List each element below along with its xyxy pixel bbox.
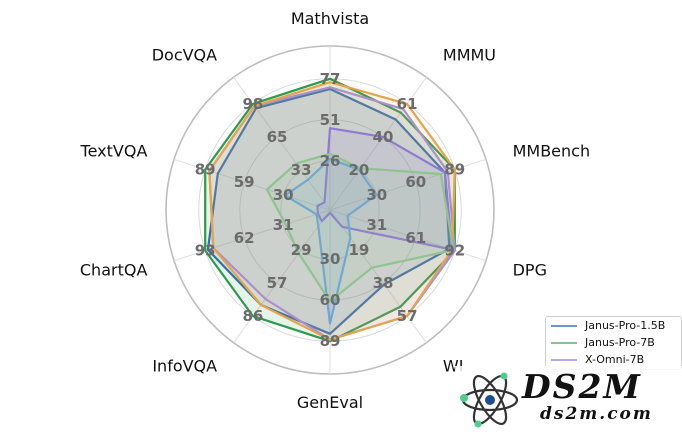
- tick-label: 89: [320, 332, 341, 350]
- tick-label: 20: [348, 161, 369, 179]
- radar-tick-labels: 2651772040613060893161921938573060892957…: [195, 70, 465, 350]
- watermark-url: ds2m.com: [540, 404, 653, 424]
- series-unlabeled: [265, 152, 455, 303]
- tick-label: 92: [444, 242, 465, 260]
- series-unlabeled: [284, 157, 378, 325]
- tick-label: 19: [348, 241, 369, 259]
- tick-label: 77: [320, 70, 341, 88]
- tick-label: 62: [234, 229, 255, 247]
- axis-label: DPG: [513, 260, 547, 279]
- legend-label: Janus-Pro-1.5B: [585, 319, 666, 332]
- tick-label: 30: [273, 186, 294, 204]
- tick-label: 98: [242, 95, 263, 113]
- series-unlabeled: [316, 127, 454, 251]
- grid-spoke: [233, 77, 331, 211]
- tick-label: 89: [195, 161, 216, 179]
- axis-label: TextVQA: [80, 142, 148, 161]
- tick-label: 61: [405, 229, 426, 247]
- grid-spoke: [173, 209, 331, 262]
- tick-label: 40: [373, 128, 394, 146]
- legend-label: X-Omni-7B: [585, 353, 645, 366]
- tick-label: 93: [195, 242, 216, 260]
- grid-spoke: [173, 158, 331, 211]
- tick-label: 59: [234, 173, 255, 191]
- tick-label: 30: [320, 250, 341, 268]
- legend-swatch-janus-pro-1-5b: [551, 324, 577, 327]
- grid-spoke: [233, 209, 331, 343]
- legend-item: X-Omni-7B: [546, 351, 681, 368]
- axis-label: Mathvista: [291, 9, 369, 28]
- watermark-title: DS2M: [522, 367, 642, 406]
- axis-label: InfoVQA: [152, 356, 217, 375]
- tick-label: 57: [267, 274, 288, 292]
- legend-swatch-janus-pro-7b: [551, 341, 577, 344]
- axis-label: DocVQA: [152, 46, 217, 65]
- tick-label: 60: [405, 173, 426, 191]
- series-janus-pro-7b: [204, 77, 456, 343]
- series-janus-pro-1-5b: [206, 87, 451, 335]
- tick-label: 60: [320, 291, 341, 309]
- tick-label: 26: [320, 152, 341, 170]
- axis-label: MMMU: [443, 46, 496, 65]
- tick-label: 29: [291, 241, 312, 259]
- tick-label: 65: [267, 128, 288, 146]
- axis-label: GenEval: [297, 393, 363, 412]
- series-unlabeled: [208, 81, 456, 341]
- legend-item: Janus-Pro-1.5B: [546, 317, 681, 334]
- axis-label: ChartQA: [80, 260, 148, 279]
- legend-item: Janus-Pro-7B: [546, 334, 681, 351]
- tick-label: 89: [444, 161, 465, 179]
- tick-label: 86: [242, 307, 263, 325]
- atom-logo-icon: [460, 372, 519, 428]
- radar-axis-labels: MathvistaMMMUMMBenchDPGWIGenEvalInfoVQAC…: [80, 9, 591, 412]
- grid-spoke: [329, 209, 427, 343]
- tick-label: 31: [366, 216, 387, 234]
- grid-spoke: [329, 158, 487, 211]
- chart-legend: Janus-Pro-1.5B Janus-Pro-7B X-Omni-7B: [545, 316, 682, 370]
- tick-label: 31: [273, 216, 294, 234]
- grid-spoke: [329, 209, 487, 262]
- tick-label: 38: [373, 274, 394, 292]
- legend-swatch-x-omni-7b: [551, 358, 577, 361]
- radar-grid: [165, 45, 495, 375]
- radar-series: [204, 77, 456, 343]
- legend-label: Janus-Pro-7B: [585, 336, 655, 349]
- tick-label: 61: [397, 95, 418, 113]
- tick-label: 57: [397, 307, 418, 325]
- axis-label: MMBench: [513, 142, 591, 161]
- tick-label: 51: [320, 111, 341, 129]
- grid-spoke: [329, 77, 427, 211]
- tick-label: 30: [366, 186, 387, 204]
- tick-label: 33: [291, 161, 312, 179]
